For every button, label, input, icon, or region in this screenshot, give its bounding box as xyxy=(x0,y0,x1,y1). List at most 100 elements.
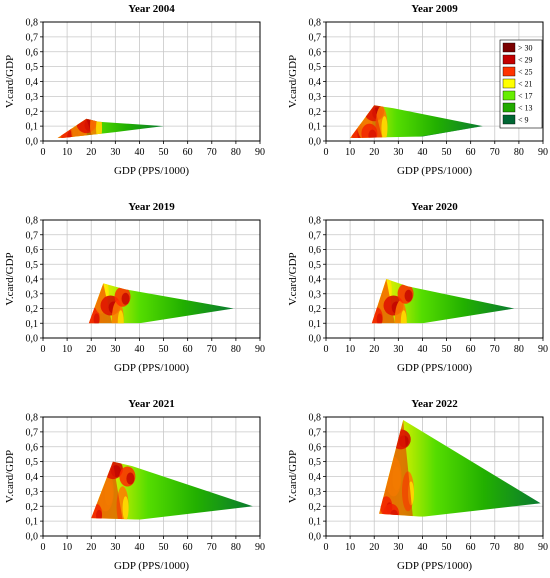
x-tick-label: 10 xyxy=(62,344,72,355)
chart-panel: 0 10 20 30 40 50 60 70 80 90 0,0 0,1 0,2 0,3 0,4 0,5 0,6… xyxy=(287,398,548,572)
y-tick-label: 0,2 xyxy=(309,304,322,315)
x-tick-label: 20 xyxy=(369,147,379,158)
contour-red-wedge xyxy=(57,118,93,138)
y-tick-label: 0,6 xyxy=(309,245,322,256)
y-tick-label: 0,1 xyxy=(26,517,39,528)
x-axis-label: GDP (PPS/1000) xyxy=(397,362,472,374)
y-tick-label: 0,4 xyxy=(26,275,39,286)
x-tick-label: 80 xyxy=(231,542,241,553)
x-tick-label: 30 xyxy=(110,147,120,158)
y-tick-label: 0,1 xyxy=(309,122,322,133)
legend-swatch xyxy=(502,102,516,113)
legend-label: < 9 xyxy=(518,116,529,125)
legend-swatch xyxy=(502,78,516,89)
y-tick-label: 0,4 xyxy=(26,472,39,483)
x-tick-label: 0 xyxy=(41,147,46,158)
x-tick-label: 10 xyxy=(62,147,72,158)
y-tick-label: 0,8 xyxy=(26,413,39,424)
x-tick-label: 70 xyxy=(490,542,500,553)
chart-panel: 0 10 20 30 40 50 60 70 80 90 0,0 0,1 0,2 0,3 0,4 0,5 0,6… xyxy=(4,398,265,572)
contour-hot-core xyxy=(381,116,388,138)
chart-panel: 0 10 20 30 40 50 60 70 80 90 0,0 0,1 0,2 0,3 0,4 0,5 0,6… xyxy=(4,201,265,374)
contour-red-wedge xyxy=(88,283,112,324)
x-tick-label: 60 xyxy=(466,344,476,355)
y-tick-label: 0,4 xyxy=(309,472,322,483)
y-axis-label: V.card/GDP xyxy=(4,55,16,108)
x-tick-label: 50 xyxy=(442,147,452,158)
x-tick-label: 50 xyxy=(442,344,452,355)
y-tick-label: 0,5 xyxy=(309,260,322,271)
x-tick-label: 40 xyxy=(417,542,427,553)
x-tick-label: 0 xyxy=(324,147,329,158)
y-tick-label: 0,6 xyxy=(309,47,322,58)
x-axis-label: GDP (PPS/1000) xyxy=(114,362,189,374)
x-tick-label: 10 xyxy=(345,147,355,158)
y-axis-label: V.card/GDP xyxy=(287,450,299,503)
y-tick-label: 0,5 xyxy=(26,457,39,468)
y-tick-label: 0,0 xyxy=(309,334,322,345)
chart-title: Year 2019 xyxy=(128,201,175,213)
y-tick-label: 0,2 xyxy=(26,304,39,315)
x-axis-label: GDP (PPS/1000) xyxy=(114,560,189,572)
x-tick-label: 0 xyxy=(324,542,329,553)
y-tick-label: 0,5 xyxy=(309,62,322,73)
x-tick-label: 70 xyxy=(207,344,217,355)
x-tick-label: 10 xyxy=(62,542,72,553)
x-tick-label: 80 xyxy=(514,542,524,553)
y-tick-label: 0,3 xyxy=(26,92,39,103)
contour-hot-core xyxy=(117,310,124,324)
x-tick-label: 60 xyxy=(466,542,476,553)
y-tick-label: 0,8 xyxy=(26,216,39,227)
legend-swatch xyxy=(502,114,516,125)
y-tick-label: 0,7 xyxy=(26,32,39,43)
legend-label: < 25 xyxy=(518,68,533,77)
x-tick-label: 20 xyxy=(86,542,96,553)
y-tick-label: 0,5 xyxy=(309,457,322,468)
y-tick-label: 0,4 xyxy=(309,77,322,88)
y-tick-label: 0,7 xyxy=(309,230,322,241)
contour-hot-core xyxy=(404,289,413,302)
y-tick-label: 0,0 xyxy=(26,334,39,345)
y-tick-label: 0,3 xyxy=(309,487,322,498)
x-tick-label: 80 xyxy=(514,344,524,355)
x-tick-label: 90 xyxy=(538,147,548,158)
y-axis-label: V.card/GDP xyxy=(4,252,16,305)
y-axis-label: V.card/GDP xyxy=(4,450,16,503)
legend-swatch xyxy=(502,54,516,65)
x-tick-label: 90 xyxy=(538,344,548,355)
x-tick-label: 90 xyxy=(538,542,548,553)
chart-title: Year 2020 xyxy=(411,201,458,213)
legend-swatch xyxy=(502,66,516,77)
x-tick-label: 20 xyxy=(369,542,379,553)
x-tick-label: 60 xyxy=(183,344,193,355)
chart-title: Year 2009 xyxy=(411,3,458,15)
y-axis-label: V.card/GDP xyxy=(287,55,299,108)
x-tick-label: 10 xyxy=(345,344,355,355)
y-tick-label: 0,3 xyxy=(26,289,39,300)
chart-title: Year 2022 xyxy=(411,398,458,410)
legend-label: < 21 xyxy=(518,80,533,89)
y-tick-label: 0,2 xyxy=(309,502,322,513)
y-tick-label: 0,6 xyxy=(26,245,39,256)
x-tick-label: 90 xyxy=(255,542,265,553)
x-tick-label: 0 xyxy=(41,542,46,553)
x-tick-label: 0 xyxy=(41,344,46,355)
y-tick-label: 0,0 xyxy=(26,532,39,543)
x-axis-label: GDP (PPS/1000) xyxy=(397,165,472,177)
y-tick-label: 0,2 xyxy=(26,107,39,118)
y-tick-label: 0,6 xyxy=(26,47,39,58)
contour-red-wedge xyxy=(379,420,413,517)
y-tick-label: 0,8 xyxy=(309,413,322,424)
y-tick-label: 0,7 xyxy=(26,230,39,241)
x-tick-label: 10 xyxy=(345,542,355,553)
x-tick-label: 80 xyxy=(514,147,524,158)
legend-label: < 17 xyxy=(518,92,533,101)
legend-label: < 13 xyxy=(518,104,533,113)
x-tick-label: 30 xyxy=(110,542,120,553)
y-tick-label: 0,1 xyxy=(309,517,322,528)
x-tick-label: 90 xyxy=(255,147,265,158)
legend-label: > 30 xyxy=(518,44,533,53)
x-tick-label: 80 xyxy=(231,147,241,158)
chart-panel: 0 10 20 30 40 50 60 70 80 90 0,0 0,1 0,2 0,3 0,4 0,5 0,6… xyxy=(287,3,548,177)
x-tick-label: 40 xyxy=(134,147,144,158)
